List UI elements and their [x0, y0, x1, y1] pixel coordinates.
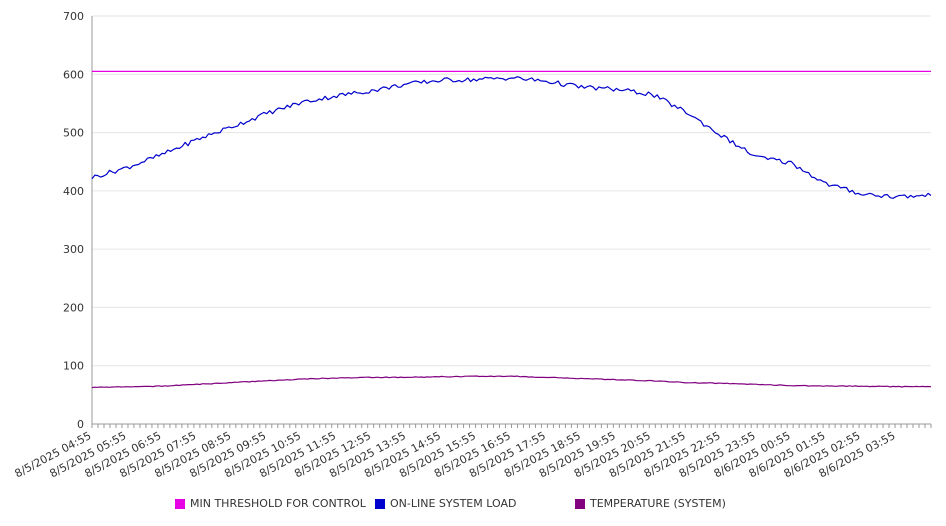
- y-tick-label: 400: [63, 185, 84, 198]
- y-tick-label: 100: [63, 360, 84, 373]
- y-tick-label: 0: [77, 418, 84, 431]
- legend-label-system-load: ON-LINE SYSTEM LOAD: [390, 497, 517, 510]
- legend-swatch-temperature: [575, 498, 585, 509]
- grid-lines: [92, 15, 931, 425]
- y-tick-label: 700: [63, 10, 84, 23]
- legend-swatch-min-threshold: [175, 498, 185, 509]
- y-tick-label: 600: [63, 68, 84, 81]
- y-tick-labels: 0 100 200 300 400 500 600 700: [63, 10, 84, 431]
- legend-label-temperature: TEMPERATURE (SYSTEM): [590, 497, 726, 510]
- y-tick-label: 200: [63, 301, 84, 314]
- legend: MIN THRESHOLD FOR CONTROL ON-LINE SYSTEM…: [0, 497, 946, 515]
- legend-item-min-threshold[interactable]: MIN THRESHOLD FOR CONTROL: [175, 497, 366, 510]
- x-tick-labels: 8/5/2025 04:558/5/2025 05:558/5/2025 06:…: [13, 429, 898, 480]
- legend-label-min-threshold: MIN THRESHOLD FOR CONTROL: [190, 497, 366, 510]
- y-tick-label: 500: [63, 127, 84, 140]
- series-line-temperature: [91, 375, 932, 389]
- legend-item-system-load[interactable]: ON-LINE SYSTEM LOAD: [375, 497, 516, 510]
- legend-swatch-system-load: [375, 498, 385, 509]
- axes: [91, 16, 932, 428]
- series-line-system-load: [91, 76, 932, 199]
- legend-item-temperature[interactable]: TEMPERATURE (SYSTEM): [575, 497, 726, 510]
- series-lines: [91, 70, 932, 389]
- y-tick-label: 300: [63, 243, 84, 256]
